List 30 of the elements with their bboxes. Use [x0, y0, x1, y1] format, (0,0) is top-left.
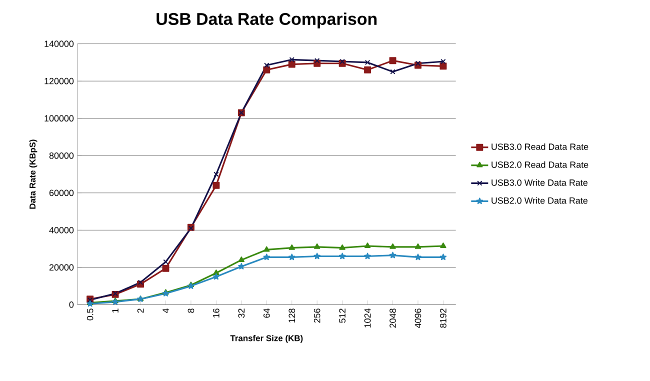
legend-label: USB2.0 Write Data Rate	[492, 197, 588, 204]
x-tick-label: 16	[213, 308, 220, 318]
x-tick-label: 64	[263, 308, 270, 318]
y-axis-title: Data Rate (KBpS)	[29, 139, 38, 209]
x-tick-label: 4096	[414, 308, 422, 328]
x-tick-label: 512	[339, 308, 346, 323]
legend-label: USB2.0 Read Data Rate	[492, 161, 588, 168]
y-tick-label: 120000	[44, 78, 74, 84]
x-tick-label: 128	[288, 308, 296, 322]
legend-label: USB3.0 Read Data Rate	[492, 143, 588, 150]
x-tick-label: 0.5	[86, 308, 94, 320]
x-tick-label: 4	[162, 308, 169, 313]
x-tick-label: 256	[314, 308, 320, 323]
y-tick-label: 40000	[49, 226, 74, 234]
x-tick-label: 1	[112, 308, 118, 312]
x-axis-title: Transfer Size (KB)	[230, 334, 303, 343]
legend-label: USB3.0 Write Data Rate	[492, 179, 588, 186]
x-tick-label: 32	[238, 308, 245, 318]
x-tick-label: 1024	[364, 308, 371, 328]
y-tick-label: 0	[69, 301, 74, 308]
chart-title: USB Data Rate Comparison	[156, 12, 377, 28]
y-tick-label: 60000	[49, 190, 74, 196]
y-tick-label: 80000	[49, 152, 74, 159]
y-tick-label: 20000	[49, 264, 74, 270]
y-tick-label: 100000	[44, 115, 74, 122]
y-tick-label: 140000	[44, 40, 74, 47]
x-tick-label: 8192	[440, 308, 446, 328]
x-tick-label: 2048	[390, 308, 396, 328]
x-tick-label: 8	[188, 308, 194, 313]
x-tick-label: 2	[137, 308, 144, 313]
